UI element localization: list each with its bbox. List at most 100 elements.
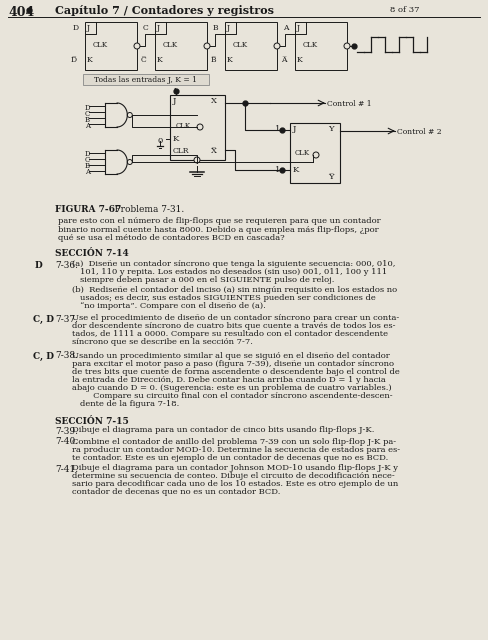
Text: D̅: D̅ xyxy=(71,56,77,64)
Circle shape xyxy=(134,43,140,49)
Text: FIGURA 7-67: FIGURA 7-67 xyxy=(55,205,121,214)
Text: C̅: C̅ xyxy=(141,56,147,64)
Text: A: A xyxy=(283,24,288,32)
Text: (b)  Rediseñe el contador del inciso (a) sin ningún requisito en los estados no: (b) Rediseñe el contador del inciso (a) … xyxy=(72,285,397,294)
Text: 1: 1 xyxy=(173,88,179,96)
Text: 1: 1 xyxy=(275,125,281,133)
Text: Y̅: Y̅ xyxy=(328,173,334,181)
Text: A: A xyxy=(85,122,90,129)
Circle shape xyxy=(194,157,200,163)
Text: K: K xyxy=(297,56,303,64)
Text: Compare su circuito final con el contador síncrono ascendente-descen-: Compare su circuito final con el contado… xyxy=(80,392,393,399)
Circle shape xyxy=(127,159,132,164)
Bar xyxy=(225,22,277,70)
Text: 7-37.: 7-37. xyxy=(55,314,78,323)
Text: 7-41.: 7-41. xyxy=(55,465,78,474)
Text: J: J xyxy=(87,24,90,32)
Text: B: B xyxy=(213,24,219,32)
Text: B: B xyxy=(85,163,90,170)
Text: la entrada de Dirección, D. Debe contar hacia arriba cuando D = 1 y hacia: la entrada de Dirección, D. Debe contar … xyxy=(72,376,386,383)
Text: CLK: CLK xyxy=(163,41,178,49)
Text: D: D xyxy=(35,260,43,269)
Text: SECCIÓN 7-15: SECCIÓN 7-15 xyxy=(55,417,129,426)
Text: binario normal cuente hasta 8000. Debido a que emplea más flip-flops, ¿por: binario normal cuente hasta 8000. Debido… xyxy=(58,225,379,234)
Text: 7-38.: 7-38. xyxy=(55,351,78,360)
Text: siempre deben pasar a 000 en el SIGUIENTE pulso de reloj.: siempre deben pasar a 000 en el SIGUIENT… xyxy=(80,276,334,285)
Text: C: C xyxy=(143,24,149,32)
Text: C, D: C, D xyxy=(33,351,54,360)
Text: 101, 110 y repita. Los estados no deseados (sin uso) 001, 011, 100 y 111: 101, 110 y repita. Los estados no desead… xyxy=(80,269,387,276)
Circle shape xyxy=(127,113,132,118)
Text: Dibuje el diagrama para un contador de cinco bits usando flip-flops J-K.: Dibuje el diagrama para un contador de c… xyxy=(72,426,374,435)
Text: Dibuje el diagrama para un contador Johnson MOD-10 usando flip-flops J-K y: Dibuje el diagrama para un contador John… xyxy=(72,465,398,472)
Bar xyxy=(295,22,347,70)
Text: Use el procedimiento de diseño de un contador síncrono para crear un conta-: Use el procedimiento de diseño de un con… xyxy=(72,314,399,323)
Text: D: D xyxy=(85,150,90,159)
Text: Combine el contador de anillo del problema 7-39 con un solo flip-flop J-K pa-: Combine el contador de anillo del proble… xyxy=(72,438,396,445)
Text: J: J xyxy=(157,24,160,32)
Text: “no importa”. Compare con el diseño de (a).: “no importa”. Compare con el diseño de (… xyxy=(80,301,266,310)
Text: C: C xyxy=(85,157,90,164)
Text: Control # 1: Control # 1 xyxy=(327,100,372,108)
Text: abajo cuando D = 0. (Sugerencia: este es un problema de cuatro variables.): abajo cuando D = 0. (Sugerencia: este es… xyxy=(72,383,392,392)
Text: X̅: X̅ xyxy=(211,147,217,155)
Text: CLK: CLK xyxy=(233,41,248,49)
Circle shape xyxy=(204,43,210,49)
Text: de tres bits que cuente de forma ascendente o descendente bajo el control de: de tres bits que cuente de forma ascende… xyxy=(72,367,400,376)
Text: CLK: CLK xyxy=(295,149,310,157)
Text: K: K xyxy=(227,56,233,64)
Text: X: X xyxy=(211,97,217,105)
Text: 1: 1 xyxy=(275,166,281,174)
Text: 8 of 37: 8 of 37 xyxy=(390,6,420,14)
Text: tados, de 1111 a 0000. Compare su resultado con el contador descendente: tados, de 1111 a 0000. Compare su result… xyxy=(72,330,388,339)
Text: 7-40.: 7-40. xyxy=(55,438,78,447)
Text: síncrono que se describe en la sección 7-7.: síncrono que se describe en la sección 7… xyxy=(72,339,253,346)
Text: Problema 7-31.: Problema 7-31. xyxy=(103,205,184,214)
Text: dente de la figura 7-18.: dente de la figura 7-18. xyxy=(80,399,179,408)
Text: Todas las entradas J, K = 1: Todas las entradas J, K = 1 xyxy=(95,76,198,83)
Text: K: K xyxy=(173,135,180,143)
Text: determine su secuencia de conteo. Dibuje el circuito de decodificación nece-: determine su secuencia de conteo. Dibuje… xyxy=(72,472,395,481)
Text: C: C xyxy=(85,109,90,118)
Text: usados; es decir, sus estados SIGUIENTES pueden ser condiciones de: usados; es decir, sus estados SIGUIENTES… xyxy=(80,294,376,301)
Circle shape xyxy=(197,124,203,130)
Text: J: J xyxy=(227,24,230,32)
Text: dor descendente síncrono de cuatro bits que cuente a través de todos los es-: dor descendente síncrono de cuatro bits … xyxy=(72,323,395,330)
Bar xyxy=(85,22,137,70)
Text: J: J xyxy=(293,125,296,133)
Text: Capítulo 7 / Contadores y registros: Capítulo 7 / Contadores y registros xyxy=(55,5,274,16)
Text: B̅: B̅ xyxy=(211,56,217,64)
Text: K: K xyxy=(293,166,299,174)
Text: Control # 2: Control # 2 xyxy=(397,128,442,136)
Text: 0: 0 xyxy=(158,137,163,145)
Text: 7-36.: 7-36. xyxy=(55,260,78,269)
Text: J: J xyxy=(173,97,176,105)
Text: D: D xyxy=(73,24,79,32)
Text: (a)  Diseñe un contador síncrono que tenga la siguiente secuencia: 000, 010,: (a) Diseñe un contador síncrono que teng… xyxy=(72,260,395,269)
Bar xyxy=(83,74,209,85)
Circle shape xyxy=(274,43,280,49)
Text: K: K xyxy=(157,56,163,64)
Text: para excitar el motor paso a paso (figura 7-39), diseñe un contador síncrono: para excitar el motor paso a paso (figur… xyxy=(72,360,394,367)
Text: sario para decodificar cada uno de los 10 estados. Este es otro ejemplo de un: sario para decodificar cada uno de los 1… xyxy=(72,481,398,488)
Text: SECCIÓN 7-14: SECCIÓN 7-14 xyxy=(55,250,129,259)
Text: CLK: CLK xyxy=(93,41,108,49)
Bar xyxy=(170,95,225,160)
Text: pare esto con el número de flip-flops que se requieren para que un contador: pare esto con el número de flip-flops qu… xyxy=(58,217,381,225)
Text: K: K xyxy=(87,56,93,64)
Bar xyxy=(290,123,340,183)
Text: 404: 404 xyxy=(8,6,34,19)
Text: ra producir un contador MOD-10. Determine la secuencia de estados para es-: ra producir un contador MOD-10. Determin… xyxy=(72,445,400,454)
Text: C, D: C, D xyxy=(33,314,54,323)
Circle shape xyxy=(344,43,350,49)
Text: Usando un procedimiento similar al que se siguió en el diseño del contador: Usando un procedimiento similar al que s… xyxy=(72,351,390,360)
Text: Y: Y xyxy=(328,125,334,133)
Circle shape xyxy=(313,152,319,158)
Text: B: B xyxy=(85,115,90,124)
Text: CLK: CLK xyxy=(303,41,318,49)
Bar xyxy=(155,22,207,70)
Text: D: D xyxy=(85,104,90,111)
Text: contador de decenas que no es un contador BCD.: contador de decenas que no es un contado… xyxy=(72,488,281,497)
Text: 7-39.: 7-39. xyxy=(55,426,78,435)
Text: J: J xyxy=(297,24,300,32)
